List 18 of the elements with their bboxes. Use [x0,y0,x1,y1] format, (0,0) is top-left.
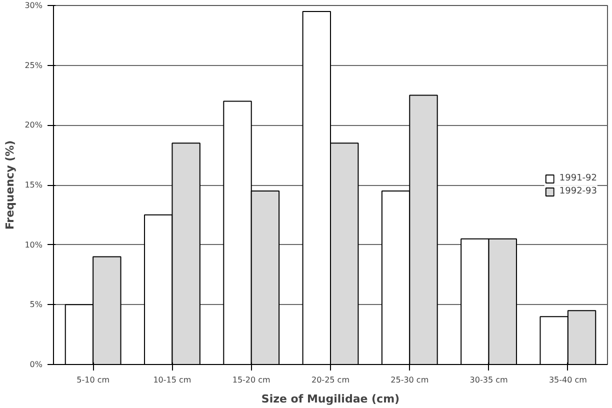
y-tick-label: 10% [24,240,43,250]
y-tick-label: 30% [24,1,43,10]
y-tick-label: 15% [24,180,43,190]
x-tick-label: 10-15 cm [153,376,192,384]
legend-label: 1992-93 [559,186,597,196]
x-tick-label: 25-30 cm [390,376,429,384]
x-tick-label: 15-20 cm [232,376,271,384]
y-tick-label: 5% [30,300,43,310]
x-tick-label: 5-10 cm [76,376,110,384]
y-tick-label: 0% [30,360,43,369]
x-tick-label: 20-25 cm [312,376,350,384]
x-tick-label: 30-35 cm [470,376,508,384]
x-tick-label: 35-40 cm [548,376,588,384]
y-axis-title: Frequency (%) [4,140,17,230]
x-axis-title: Size of Mugilidae (cm) [261,392,400,406]
legend-label: 1991-92 [559,173,597,183]
y-tick-label: 20% [24,120,43,130]
y-tick-label: 25% [24,60,43,70]
